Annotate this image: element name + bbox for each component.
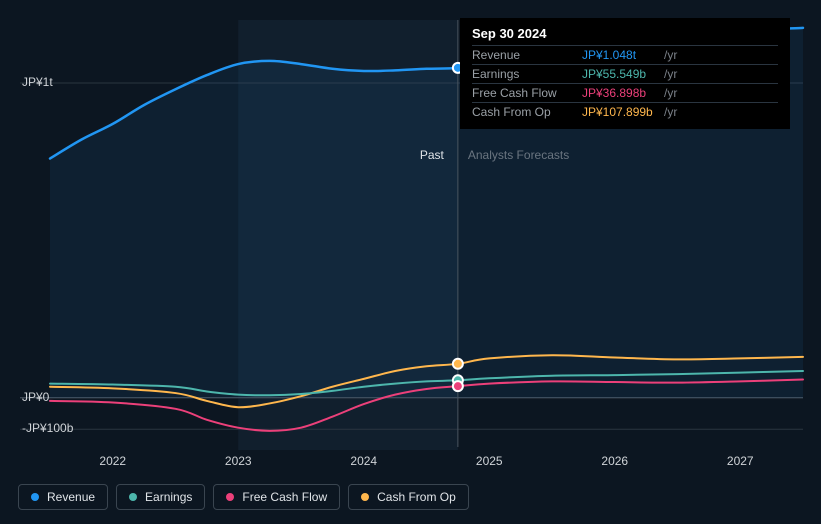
legend-item-free_cash_flow[interactable]: Free Cash Flow: [213, 484, 340, 510]
tooltip-row-label: Earnings: [472, 67, 582, 81]
tooltip-title: Sep 30 2024: [472, 26, 778, 41]
legend-dot-icon: [31, 493, 39, 501]
legend-item-cash_from_op[interactable]: Cash From Op: [348, 484, 469, 510]
tooltip-row: EarningsJP¥55.549b/yr: [472, 64, 778, 83]
x-tick-label: 2025: [476, 454, 503, 468]
legend-item-earnings[interactable]: Earnings: [116, 484, 205, 510]
marker-free_cash_flow: [453, 381, 463, 391]
tooltip-row-label: Cash From Op: [472, 105, 582, 119]
marker-cash_from_op: [453, 359, 463, 369]
tooltip-row: RevenueJP¥1.048t/yr: [472, 45, 778, 64]
tooltip-row-value: JP¥36.898b: [582, 86, 662, 100]
tooltip-row-unit: /yr: [664, 48, 677, 62]
x-tick-label: 2024: [350, 454, 377, 468]
x-tick-label: 2022: [99, 454, 126, 468]
legend-item-revenue[interactable]: Revenue: [18, 484, 108, 510]
legend-dot-icon: [226, 493, 234, 501]
y-tick-label: -JP¥100b: [22, 421, 73, 435]
past-label: Past: [420, 148, 444, 162]
y-tick-label: JP¥1t: [22, 75, 53, 89]
tooltip-row-label: Revenue: [472, 48, 582, 62]
tooltip-row: Cash From OpJP¥107.899b/yr: [472, 102, 778, 121]
tooltip-row-label: Free Cash Flow: [472, 86, 582, 100]
tooltip-row-unit: /yr: [664, 86, 677, 100]
tooltip-row-value: JP¥1.048t: [582, 48, 662, 62]
legend-label: Free Cash Flow: [242, 490, 327, 504]
tooltip-row-unit: /yr: [664, 105, 677, 119]
data-tooltip: Sep 30 2024 RevenueJP¥1.048t/yrEarningsJ…: [460, 18, 790, 129]
legend-label: Cash From Op: [377, 490, 456, 504]
legend: Revenue Earnings Free Cash Flow Cash From O…: [18, 484, 469, 510]
legend-label: Earnings: [145, 490, 192, 504]
legend-dot-icon: [129, 493, 137, 501]
x-tick-label: 2023: [225, 454, 252, 468]
y-tick-label: JP¥0: [22, 390, 49, 404]
tooltip-row-value: JP¥107.899b: [582, 105, 662, 119]
legend-dot-icon: [361, 493, 369, 501]
tooltip-row-unit: /yr: [664, 67, 677, 81]
legend-label: Revenue: [47, 490, 95, 504]
x-tick-label: 2027: [727, 454, 754, 468]
forecast-label: Analysts Forecasts: [468, 148, 569, 162]
tooltip-row: Free Cash FlowJP¥36.898b/yr: [472, 83, 778, 102]
x-tick-label: 2026: [601, 454, 628, 468]
tooltip-row-value: JP¥55.549b: [582, 67, 662, 81]
